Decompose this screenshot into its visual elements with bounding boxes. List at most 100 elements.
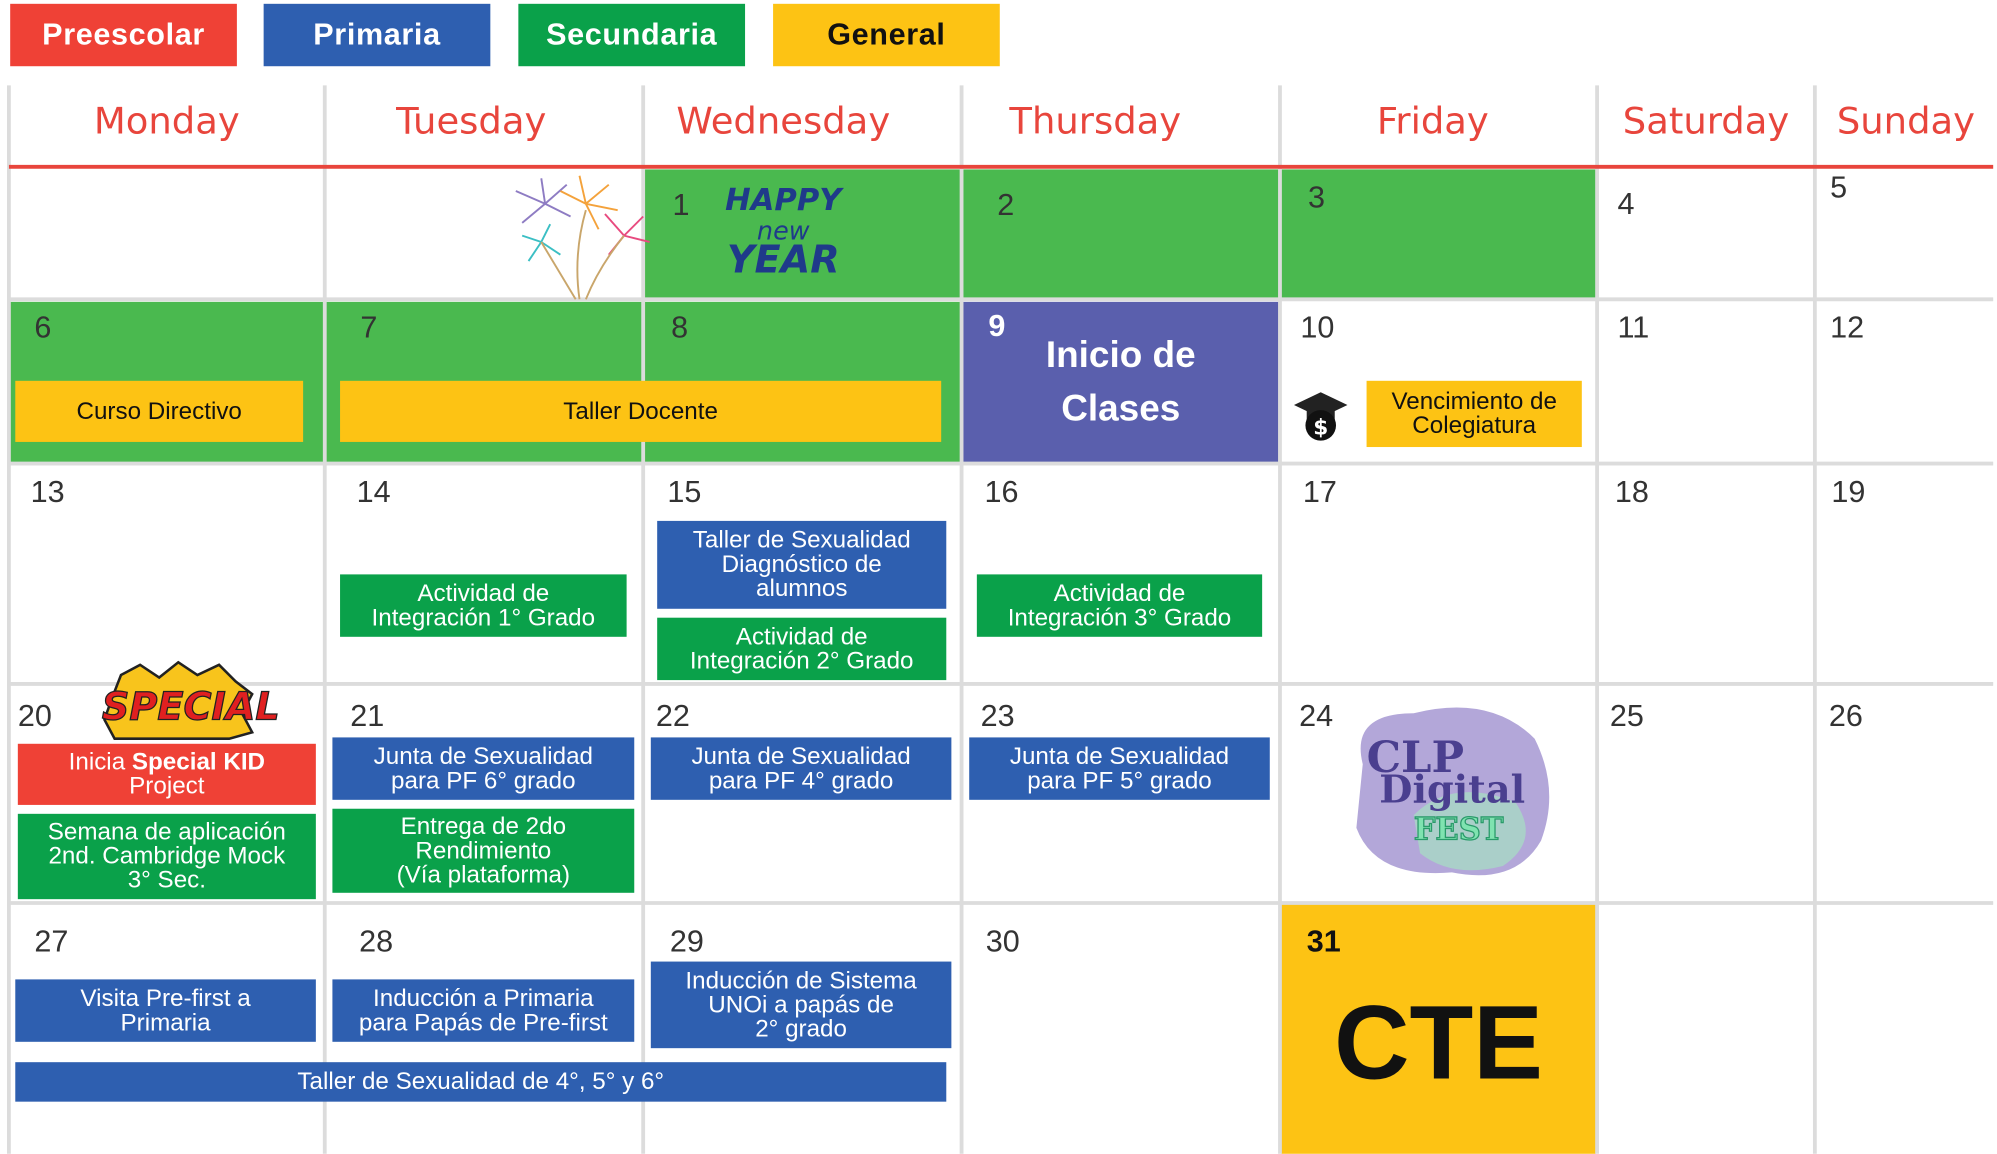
event-text: Actividad de — [417, 580, 550, 607]
cap-icon: $ — [1293, 392, 1348, 441]
event-text: Vencimiento de — [1391, 388, 1557, 416]
start-fill — [962, 301, 1279, 463]
event-text: Actividad de — [1053, 580, 1186, 607]
event-text: Integración 3° Grado — [1007, 604, 1232, 632]
weekday: Wednesday — [676, 99, 891, 143]
event-text: alumnos — [755, 575, 848, 603]
event-text: 3° Sec. — [127, 867, 206, 895]
day-number: 19 — [1831, 475, 1866, 510]
event-text: Curso Directivo — [76, 398, 242, 425]
day-number: 23 — [980, 699, 1015, 734]
event-text: Semana de aplicación — [47, 818, 286, 846]
event: Inducción de Sistema UNOi a papás de 2° gr… — [650, 961, 952, 1049]
sticker-text: CLP — [1366, 732, 1465, 784]
event-text: Actividad de — [735, 623, 868, 651]
event-text: Project — [129, 773, 205, 800]
day-number: 31 — [1306, 924, 1341, 960]
event: Semana de aplicación 2nd. Cambridge Mock 3… — [17, 813, 316, 900]
event: Inicio de Clases — [963, 325, 1279, 440]
event-text: Junta de Sexualidad — [1009, 743, 1230, 770]
event-text-bold: Special KID — [131, 748, 266, 776]
day-number: 16 — [984, 475, 1019, 510]
event-text: (Vía plataforma) — [396, 861, 571, 889]
legend-item: Primaria — [263, 3, 491, 67]
event-text: para Papás de Pre-first — [358, 1009, 608, 1037]
event-text: Inicia Special KID — [69, 750, 265, 774]
event-text: Junta de Sexualidad — [691, 743, 911, 770]
day-number: 27 — [34, 924, 69, 960]
fest-sticker: CLP Digital FEST — [1356, 732, 1547, 849]
day-number: 22 — [655, 699, 690, 734]
day-number: 12 — [1830, 310, 1865, 346]
event-text: Visita Pre-first a — [80, 985, 251, 1012]
event-text: Inicio de — [1045, 334, 1196, 376]
weekday: Saturday — [1622, 99, 1790, 143]
legend-item: General — [773, 3, 1000, 67]
special-sticker: SPECIAL — [101, 685, 280, 731]
event-text: Clases — [1061, 388, 1181, 430]
event: CTE — [1281, 981, 1596, 1108]
legend-item: Secundaria — [518, 3, 746, 67]
event-text: Taller Docente — [563, 398, 718, 425]
event-text: Rendimiento — [415, 837, 552, 865]
sticker-text: HAPPY — [725, 182, 842, 218]
event: Taller Docente — [340, 380, 942, 442]
weekday: Monday — [93, 99, 240, 143]
event-text: para PF 4° grado — [708, 767, 894, 795]
day-number: 14 — [356, 475, 391, 510]
day-number: 1 — [672, 188, 690, 223]
event: Visita Pre-first a Primaria — [15, 979, 316, 1042]
event-text: Colegiatura — [1412, 412, 1537, 440]
event-text: Inducción de Sistema — [685, 967, 917, 995]
event-text: Primaria — [120, 1009, 211, 1037]
event-text: UNOi a papás de — [708, 991, 894, 1019]
event: Entrega de 2do Rendimiento (Vía plataforma… — [332, 808, 635, 893]
sticker-text: FEST — [1413, 809, 1504, 847]
event-text: Entrega de 2do — [400, 813, 567, 840]
day-number: 8 — [671, 310, 689, 346]
weekday: Thursday — [1009, 99, 1182, 143]
day-number: 25 — [1609, 699, 1644, 734]
event: Junta de Sexualidad para PF 5° grado — [969, 737, 1270, 800]
day-number: 4 — [1617, 187, 1635, 222]
day-number: 24 — [1299, 699, 1334, 734]
event: Inicia Special KID Project — [17, 743, 316, 805]
day-number: 5 — [1830, 170, 1848, 206]
day-number: 18 — [1614, 475, 1649, 510]
event-text: Integración 1° Grado — [371, 604, 596, 632]
day-number: 2 — [997, 188, 1015, 223]
day-number: 7 — [360, 310, 378, 346]
event: Actividad de Integración 2° Grado — [657, 617, 947, 681]
event-text: Taller de Sexualidad — [692, 527, 911, 555]
event-text: para PF 6° grado — [391, 767, 576, 795]
day-number: 29 — [669, 924, 704, 960]
day-number: 10 — [1300, 310, 1335, 346]
event: Junta de Sexualidad para PF 4° grado — [650, 737, 952, 800]
day-number: 13 — [30, 475, 65, 510]
weekday: Sunday — [1836, 99, 1976, 143]
fireworks — [515, 175, 650, 300]
event: Actividad de Integración 1° Grado — [340, 574, 627, 637]
event-text: Taller de Sexualidad de 4°, 5° y 6° — [297, 1068, 665, 1096]
day-number: 20 — [17, 699, 52, 734]
day-number: 9 — [988, 309, 1006, 344]
weekday: Friday — [1376, 99, 1489, 143]
event: Inducción a Primaria para Papás de Pre-fi… — [332, 979, 635, 1042]
day-number: 30 — [985, 924, 1020, 960]
new-year-sticker: HAPPY new YEAR — [720, 182, 847, 280]
event: Curso Directivo — [15, 380, 304, 442]
event-text: CTE — [1334, 985, 1543, 1102]
event-text: para PF 5° grado — [1027, 767, 1212, 795]
weekday: Tuesday — [396, 99, 547, 143]
day-number: 15 — [667, 475, 702, 510]
day-number: 11 — [1617, 310, 1650, 346]
day-number: 3 — [1307, 180, 1326, 216]
holiday-fill — [643, 169, 1596, 299]
cte-fill — [1281, 904, 1596, 1154]
day-number: 26 — [1828, 699, 1863, 734]
event-text: Diagnóstico de — [721, 551, 882, 579]
event: Junta de Sexualidad para PF 6° grado — [332, 737, 635, 800]
event-text: Inicia — [68, 748, 126, 776]
day-number: 17 — [1302, 475, 1337, 510]
